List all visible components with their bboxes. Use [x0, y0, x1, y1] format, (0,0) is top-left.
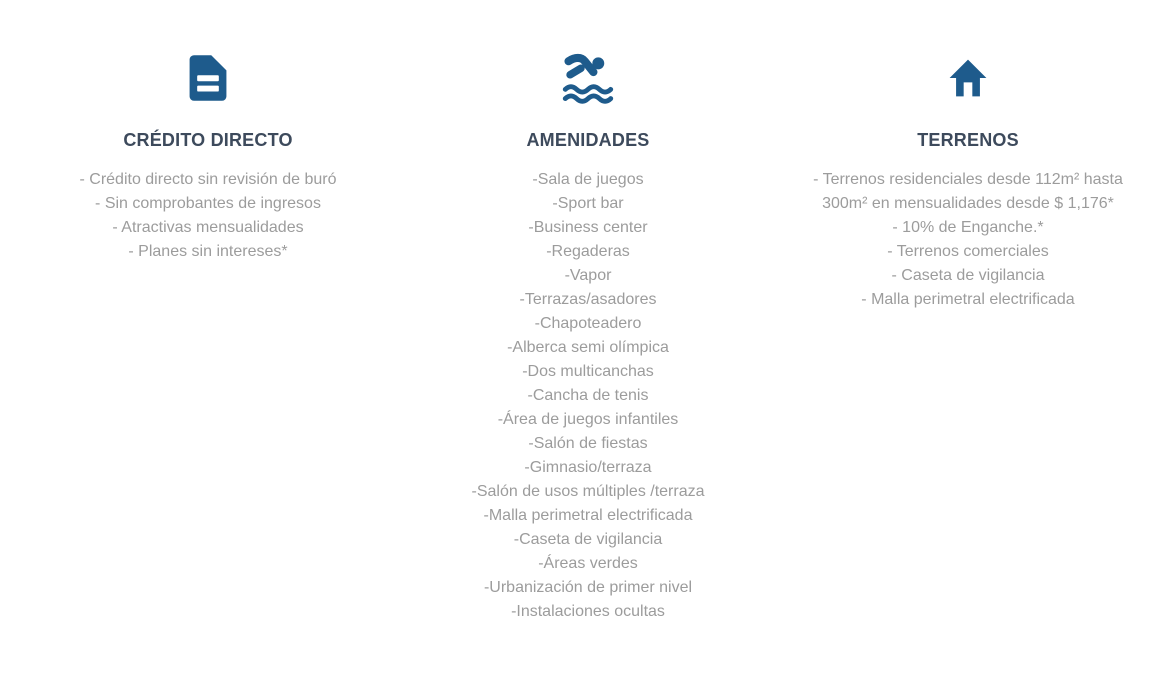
swimmer-icon — [398, 50, 778, 106]
column-title: AMENIDADES — [526, 130, 650, 150]
column-title: CRÉDITO DIRECTO — [123, 130, 293, 150]
feature-item: - Atractivas mensualidades — [112, 219, 304, 236]
feature-item: - Sin comprobantes de ingresos — [95, 195, 321, 212]
feature-item: - Terrenos residenciales desde 112m² has… — [813, 171, 1123, 212]
feature-item: -Business center — [528, 219, 648, 236]
feature-item: -Dos multicanchas — [522, 363, 654, 380]
feature-item: -Regaderas — [546, 243, 630, 260]
document-icon — [18, 50, 398, 106]
column-title: TERRENOS — [917, 130, 1019, 150]
feature-item: -Vapor — [564, 267, 612, 284]
feature-item: -Cancha de tenis — [527, 387, 649, 404]
feature-list: -Sala de juegos -Sport bar -Business cente… — [422, 168, 754, 624]
feature-item: - Terrenos comerciales — [887, 243, 1049, 260]
feature-item: - Crédito directo sin revisión de buró — [79, 171, 337, 188]
feature-item: -Sport bar — [552, 195, 624, 212]
feature-item: -Urbanización de primer nivel — [483, 579, 693, 596]
feature-item: -Terrazas/asadores — [519, 291, 657, 308]
feature-item: -Área de juegos infantiles — [497, 411, 679, 428]
feature-item: -Chapoteadero — [534, 315, 642, 332]
feature-item: - Caseta de vigilancia — [891, 267, 1045, 284]
features-section: CRÉDITO DIRECTO - Crédito directo sin re… — [18, 0, 1158, 624]
feature-item: -Áreas verdes — [538, 555, 638, 572]
feature-item: -Malla perimetral electrificada — [483, 507, 693, 524]
column-amenidades: AMENIDADES -Sala de juegos -Sport bar -Bus… — [398, 50, 778, 624]
feature-item: - Malla perimetral electrificada — [861, 291, 1075, 308]
feature-item: -Salón de fiestas — [528, 435, 648, 452]
feature-item: -Instalaciones ocultas — [511, 603, 665, 620]
feature-item: -Sala de juegos — [532, 171, 644, 188]
home-icon — [778, 50, 1158, 106]
column-credito-directo: CRÉDITO DIRECTO - Crédito directo sin re… — [18, 50, 398, 624]
column-terrenos: TERRENOS - Terrenos residenciales desde … — [778, 50, 1158, 624]
feature-list: - Crédito directo sin revisión de buró - … — [42, 168, 374, 264]
feature-item: -Gimnasio/terraza — [524, 459, 652, 476]
feature-item: - Planes sin intereses* — [128, 243, 288, 260]
feature-item: -Caseta de vigilancia — [513, 531, 663, 548]
feature-list: - Terrenos residenciales desde 112m² has… — [802, 168, 1134, 312]
feature-item: -Salón de usos múltiples /terraza — [471, 483, 705, 500]
feature-item: -Alberca semi olímpica — [507, 339, 669, 356]
feature-item: - 10% de Enganche.* — [892, 219, 1044, 236]
